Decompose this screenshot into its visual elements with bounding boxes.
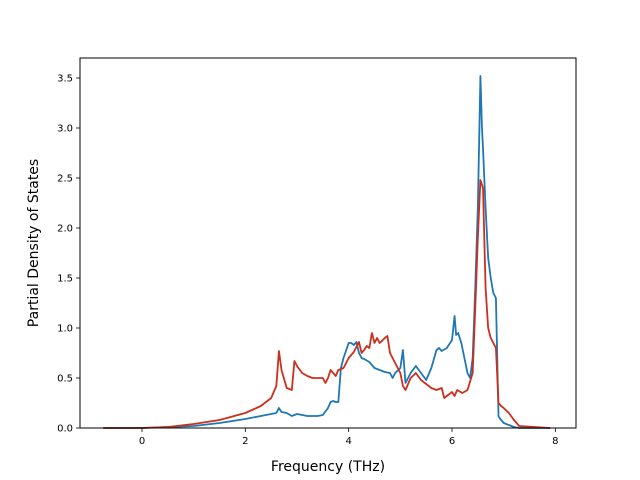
x-tick-label: 0 [139,436,145,447]
y-tick-label: 1.0 [57,324,73,335]
x-tick-label: 8 [552,436,558,447]
x-tick-label: 2 [242,436,248,447]
y-tick-label: 3.5 [57,74,73,85]
series-line-2 [103,179,551,429]
x-tick-label: 6 [449,436,455,447]
x-axis: 0 2 4 6 8 [139,428,559,447]
x-axis-label: Frequency (THz) [271,459,385,475]
x-tick-label: 4 [345,436,351,447]
y-tick-label: 1.5 [57,274,73,285]
series-layer [103,75,551,429]
y-tick-label: 2.5 [57,174,73,185]
y-tick-label: 3.0 [57,124,73,135]
y-axis: 0.0 0.5 1.0 1.5 2.0 2.5 3.0 3.5 [57,74,80,435]
series-line-1 [103,75,551,429]
plot-frame [79,57,577,429]
y-tick-label: 0.5 [57,374,73,385]
y-axis-label: Partial Density of States [26,159,42,327]
y-tick-label: 2.0 [57,224,73,235]
y-tick-label: 0.0 [57,424,73,435]
